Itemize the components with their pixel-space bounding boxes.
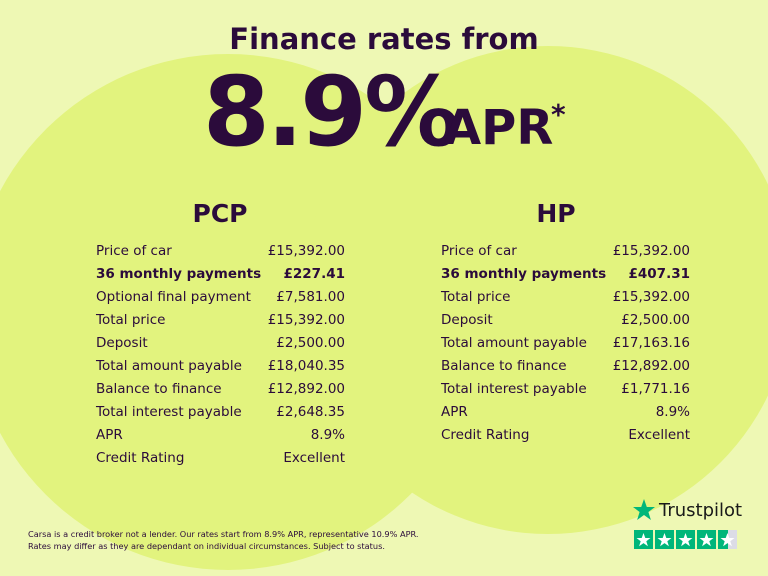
row-value: £15,392.00 bbox=[612, 243, 690, 259]
table-title: PCP bbox=[192, 199, 248, 228]
row-value: £15,392.00 bbox=[612, 289, 690, 305]
row-label: Optional final payment bbox=[96, 289, 251, 305]
table-row: Price of car £15,392.00 bbox=[96, 241, 345, 261]
row-value: 8.9% bbox=[655, 404, 690, 420]
subtitle: Finance rates from bbox=[229, 22, 539, 56]
table-row: Price of car £15,392.00 bbox=[441, 241, 690, 261]
row-value: £18,040.35 bbox=[267, 358, 345, 374]
row-label: 36 monthly payments bbox=[441, 266, 607, 282]
table-row: APR 8.9% bbox=[441, 402, 690, 422]
rate: 8.9% bbox=[203, 56, 460, 168]
table-row: APR 8.9% bbox=[96, 425, 345, 445]
table-row: Total price £15,392.00 bbox=[96, 310, 345, 330]
row-label: APR bbox=[96, 427, 123, 443]
row-value: £17,163.16 bbox=[612, 335, 690, 351]
table-title: HP bbox=[536, 199, 576, 228]
row-value: £12,892.00 bbox=[612, 358, 690, 374]
table-row: Deposit £2,500.00 bbox=[96, 333, 345, 353]
row-label: Total amount payable bbox=[441, 335, 587, 351]
table-row: Total interest payable £2,648.35 bbox=[96, 402, 345, 422]
footer: Carsa is a credit broker not a lender. O… bbox=[28, 528, 419, 552]
row-value: £7,581.00 bbox=[276, 289, 345, 305]
table-row: Total price £15,392.00 bbox=[441, 287, 690, 307]
row-value: £15,392.00 bbox=[267, 312, 345, 328]
row-label: Credit Rating bbox=[441, 427, 530, 443]
table-row: Balance to finance £12,892.00 bbox=[96, 379, 345, 399]
table-row: 36 monthly payments £407.31 bbox=[441, 264, 690, 284]
row-label: Balance to finance bbox=[441, 358, 567, 374]
apr: APR bbox=[444, 100, 554, 156]
row-value: 8.9% bbox=[310, 427, 345, 443]
row-label: Total interest payable bbox=[441, 381, 587, 397]
row-value: £227.41 bbox=[283, 266, 346, 282]
table-row: Credit Rating Excellent bbox=[96, 448, 345, 468]
table-row: 36 monthly payments £227.41 bbox=[96, 264, 345, 284]
table-row: Deposit £2,500.00 bbox=[441, 310, 690, 330]
row-value: £15,392.00 bbox=[267, 243, 345, 259]
table-row: Total interest payable £1,771.16 bbox=[441, 379, 690, 399]
row-label: 36 monthly payments bbox=[96, 266, 262, 282]
footer-line: Carsa is a credit broker not a lender. O… bbox=[28, 529, 419, 539]
trustpilot-rating bbox=[634, 530, 737, 549]
table-row: Balance to finance £12,892.00 bbox=[441, 356, 690, 376]
asterisk: * bbox=[551, 98, 566, 131]
row-value: £2,500.00 bbox=[621, 312, 690, 328]
row-label: Total interest payable bbox=[96, 404, 242, 420]
row-value: £2,500.00 bbox=[276, 335, 345, 351]
row-value: £407.31 bbox=[628, 266, 691, 282]
row-value: £2,648.35 bbox=[276, 404, 345, 420]
row-label: Total price bbox=[441, 289, 511, 305]
row-label: Deposit bbox=[441, 312, 493, 328]
trustpilot-brand: Trustpilot bbox=[659, 500, 743, 521]
table-row: Optional final payment £7,581.00 bbox=[96, 287, 345, 307]
row-label: Total price bbox=[96, 312, 166, 328]
row-label: APR bbox=[441, 404, 468, 420]
footer-line: Rates may differ as they are dependant o… bbox=[28, 541, 385, 551]
row-value: £12,892.00 bbox=[267, 381, 345, 397]
trustpilot-star bbox=[633, 499, 655, 520]
row-label: Balance to finance bbox=[96, 381, 222, 397]
table-row: Total amount payable £18,040.35 bbox=[96, 356, 345, 376]
row-value: £1,771.16 bbox=[621, 381, 690, 397]
row-label: Total amount payable bbox=[96, 358, 242, 374]
table-row: Total amount payable £17,163.16 bbox=[441, 333, 690, 353]
table-row: Credit Rating Excellent bbox=[441, 425, 690, 445]
row-value: Excellent bbox=[628, 427, 690, 443]
row-label: Credit Rating bbox=[96, 450, 185, 466]
row-label: Price of car bbox=[441, 243, 517, 259]
row-label: Price of car bbox=[96, 243, 172, 259]
row-label: Deposit bbox=[96, 335, 148, 351]
row-value: Excellent bbox=[283, 450, 345, 466]
